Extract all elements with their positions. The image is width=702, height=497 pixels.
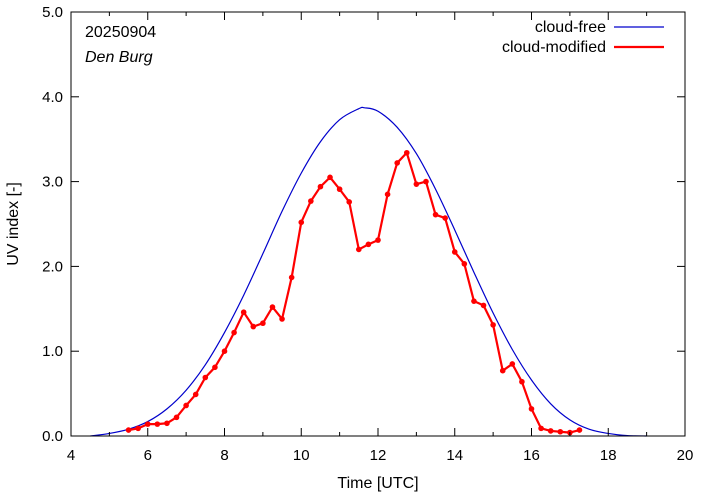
x-tick-labels: 4 6 8 10 12 14 16 18 20 bbox=[67, 447, 694, 464]
series-point-cloud-modified bbox=[394, 160, 400, 166]
y-tick-label: 2.0 bbox=[42, 258, 63, 275]
series-point-cloud-modified bbox=[557, 428, 564, 435]
series-point-cloud-modified bbox=[164, 420, 170, 427]
x-tick-label: 16 bbox=[523, 447, 540, 464]
series-point-cloud-modified bbox=[528, 406, 535, 412]
y-tick-labels: 0.0 1.0 2.0 3.0 4.0 5.0 bbox=[42, 4, 63, 445]
series-point-cloud-modified bbox=[269, 304, 276, 310]
series-point-cloud-modified bbox=[192, 391, 199, 398]
series-point-cloud-modified bbox=[288, 274, 295, 281]
series-point-cloud-modified bbox=[471, 298, 477, 304]
series-point-cloud-modified bbox=[336, 186, 343, 193]
y-tick-label: 3.0 bbox=[42, 174, 63, 191]
x-tick-label: 18 bbox=[600, 447, 617, 464]
x-tick-label: 14 bbox=[446, 447, 463, 464]
series-point-cloud-modified bbox=[346, 199, 353, 205]
series-point-cloud-modified bbox=[442, 215, 448, 221]
series-point-cloud-modified bbox=[480, 302, 487, 309]
series-point-cloud-modified bbox=[490, 322, 496, 328]
ticks-layer bbox=[70, 11, 686, 437]
y-tick-label: 0.0 bbox=[42, 428, 63, 445]
series-point-cloud-modified bbox=[365, 241, 372, 248]
series-point-cloud-modified bbox=[308, 198, 314, 204]
y-tick-label: 1.0 bbox=[42, 343, 63, 360]
legend-label-cloud-free: cloud-free bbox=[535, 19, 606, 36]
y-tick-label: 4.0 bbox=[42, 89, 63, 106]
series-point-cloud-modified bbox=[250, 323, 257, 330]
series-point-cloud-modified bbox=[173, 414, 180, 421]
series-point-cloud-modified bbox=[317, 183, 324, 190]
series-point-cloud-modified bbox=[432, 211, 439, 218]
series-line-cloud-free bbox=[90, 106, 647, 437]
series-point-cloud-modified bbox=[183, 402, 189, 409]
series-point-cloud-modified bbox=[356, 246, 362, 253]
series-point-cloud-modified bbox=[212, 364, 218, 371]
series-point-cloud-modified bbox=[260, 320, 266, 327]
series-point-cloud-modified bbox=[221, 348, 228, 355]
series-point-cloud-modified bbox=[327, 174, 333, 181]
series-point-cloud-modified bbox=[538, 425, 544, 432]
x-tick-label: 20 bbox=[677, 447, 694, 464]
series-point-cloud-modified bbox=[576, 427, 583, 433]
series-point-cloud-modified bbox=[547, 428, 554, 434]
series-point-cloud-modified bbox=[451, 249, 458, 255]
series-point-cloud-modified bbox=[509, 361, 516, 367]
x-axis-title: Time [UTC] bbox=[337, 475, 418, 492]
x-tick-label: 10 bbox=[293, 447, 310, 464]
series-point-cloud-modified bbox=[461, 261, 468, 267]
series-point-cloud-modified bbox=[125, 427, 132, 433]
series-point-cloud-modified bbox=[499, 367, 506, 374]
series-point-cloud-modified bbox=[144, 421, 151, 427]
date-annotation: 20250904 bbox=[85, 24, 156, 41]
y-axis-title: UV index [-] bbox=[5, 182, 22, 266]
station-annotation: Den Burg bbox=[85, 49, 153, 66]
series-point-cloud-modified bbox=[231, 329, 237, 336]
legend: cloud-free cloud-modified bbox=[502, 19, 664, 56]
series-point-cloud-modified bbox=[154, 421, 161, 427]
x-tick-label: 4 bbox=[67, 447, 75, 464]
series-point-cloud-modified bbox=[135, 425, 141, 432]
series-layer bbox=[90, 106, 647, 437]
series-point-cloud-modified bbox=[298, 219, 305, 226]
y-tick-label: 5.0 bbox=[42, 4, 63, 21]
x-tick-label: 6 bbox=[144, 447, 152, 464]
series-point-cloud-modified bbox=[279, 316, 285, 322]
series-point-cloud-modified bbox=[202, 374, 209, 381]
legend-label-cloud-modified: cloud-modified bbox=[502, 39, 606, 56]
x-tick-label: 8 bbox=[220, 447, 228, 464]
series-point-cloud-modified bbox=[240, 309, 247, 315]
series-point-cloud-modified bbox=[413, 181, 420, 187]
series-point-cloud-modified bbox=[423, 178, 429, 185]
series-point-cloud-modified bbox=[384, 191, 391, 198]
series-point-cloud-modified bbox=[375, 237, 381, 243]
series-point-cloud-modified bbox=[519, 378, 525, 385]
x-tick-label: 12 bbox=[370, 447, 387, 464]
series-point-cloud-modified bbox=[403, 149, 410, 156]
